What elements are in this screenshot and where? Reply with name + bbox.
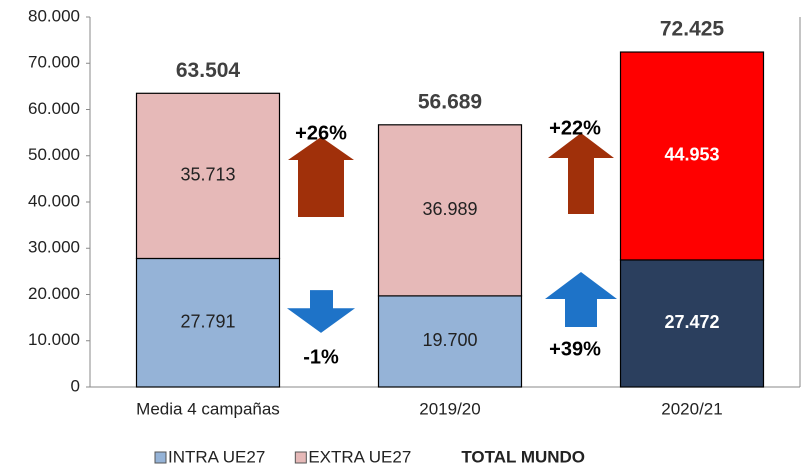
x-tick-label: 2019/20 [419, 399, 480, 418]
y-tick-label: 10.000 [28, 330, 80, 349]
y-tick-label: 0 [71, 376, 80, 395]
arrow-down [287, 290, 355, 333]
bar-segment [377, 124, 523, 297]
bar-segment [135, 92, 281, 260]
y-tick-label: 70.000 [28, 53, 80, 72]
annotation: +39% [549, 338, 601, 360]
total-label: 63.504 [176, 59, 241, 82]
legend-label: EXTRA UE27 [308, 447, 411, 466]
y-tick-label: 20.000 [28, 284, 80, 303]
arrow-up [548, 133, 614, 214]
arrow-up [288, 137, 354, 217]
legend-swatch [154, 451, 167, 464]
legend-swatch [294, 451, 307, 464]
y-tick-label: 40.000 [28, 191, 80, 210]
bar-segment [619, 259, 765, 388]
value-label: 35.713 [180, 165, 235, 185]
bar-segment [619, 51, 765, 261]
y-tick-label: 80.000 [28, 6, 80, 25]
y-tick-label: 50.000 [28, 145, 80, 164]
total-label: 72.425 [660, 18, 725, 41]
total-label: 56.689 [418, 90, 482, 113]
annotation: +22% [549, 117, 601, 139]
value-label: 27.791 [180, 311, 235, 331]
value-label: 44.953 [664, 145, 719, 165]
annotation: -1% [303, 346, 339, 368]
x-tick-label: 2020/21 [661, 399, 722, 418]
x-tick-label: Media 4 campañas [136, 399, 280, 418]
y-tick-label: 60.000 [28, 99, 80, 118]
legend-label: TOTAL MUNDO [461, 447, 585, 466]
arrow-up [545, 272, 617, 327]
y-tick-label: 30.000 [28, 238, 80, 257]
annotation: +26% [295, 122, 347, 144]
value-label: 27.472 [664, 312, 719, 332]
bar-segment [135, 257, 281, 388]
legend-label: INTRA UE27 [168, 447, 265, 466]
value-label: 19.700 [422, 330, 477, 350]
value-label: 36.989 [422, 199, 477, 219]
